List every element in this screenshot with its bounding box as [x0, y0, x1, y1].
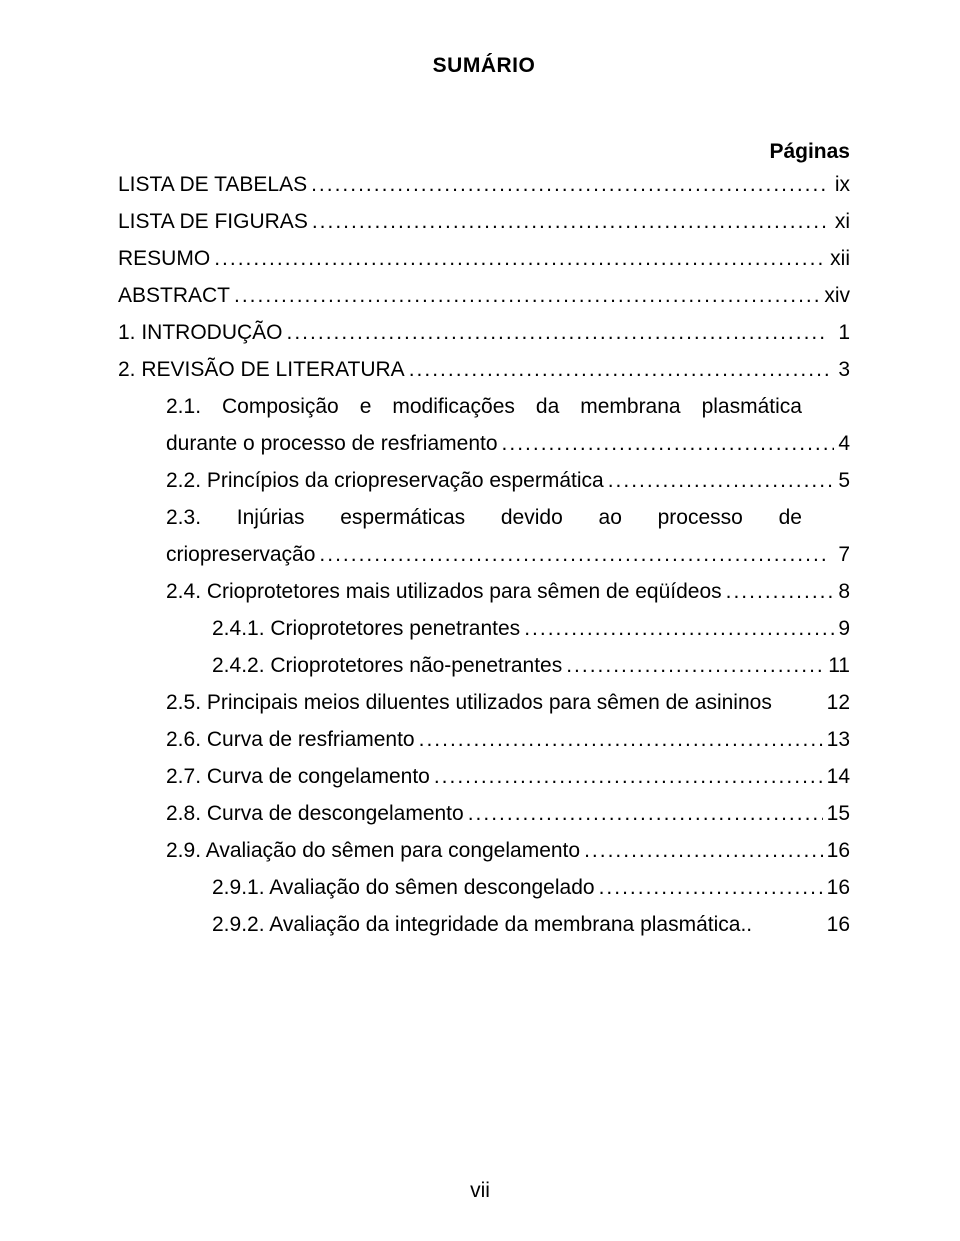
- toc-entry: ABSTRACT xiv: [118, 285, 850, 306]
- toc-label: 2.4.1. Crioprotetores penetrantes: [212, 618, 520, 639]
- toc-page-number: 3: [836, 359, 850, 380]
- toc-page-number: 5: [838, 470, 850, 491]
- toc-label: ABSTRACT: [118, 285, 230, 306]
- toc-entry: 2.4.1. Crioprotetores penetrantes 9: [118, 618, 850, 639]
- toc-entry: 2.9.2. Avaliação da integridade da membr…: [118, 914, 850, 935]
- toc-entry: 2.4. Crioprotetores mais utilizados para…: [118, 581, 850, 602]
- toc-page-number: 4: [838, 433, 850, 454]
- leader-dots: [599, 877, 823, 898]
- toc-entry: 2.9. Avaliação do sêmen para congelament…: [118, 840, 850, 861]
- toc-page-number: 9: [838, 618, 850, 639]
- toc-entry: 2.6. Curva de resfriamento 13: [118, 729, 850, 750]
- toc-entry-continuation: durante o processo de resfriamento 4: [118, 433, 850, 454]
- toc-page-number: 16: [802, 914, 850, 935]
- leader-dots: [584, 840, 823, 861]
- toc-entry: 2.9.1. Avaliação do sêmen descongelado 16: [118, 877, 850, 898]
- page-number-footer: vii: [0, 1179, 960, 1203]
- toc-entry: 2.5. Principais meios diluentes utilizad…: [118, 692, 850, 713]
- toc-entry: LISTA DE FIGURAS xi: [118, 211, 850, 232]
- leader-dots: [726, 581, 835, 602]
- leader-dots: [409, 359, 833, 380]
- toc-label: criopreservação: [166, 544, 315, 565]
- leader-dots: [214, 248, 826, 269]
- leader-dots: [234, 285, 820, 306]
- leader-dots: [419, 729, 823, 750]
- toc-page-number: 15: [827, 803, 850, 824]
- toc-entry: 2.7. Curva de congelamento 14: [118, 766, 850, 787]
- toc-page-number: 14: [827, 766, 850, 787]
- leader-dots: [608, 470, 835, 491]
- toc-page-number: xiv: [824, 285, 850, 306]
- toc-label: 2.7. Curva de congelamento: [166, 766, 430, 787]
- toc-label: LISTA DE FIGURAS: [118, 211, 308, 232]
- leader-dots: [312, 211, 830, 232]
- leader-dots: [319, 544, 829, 565]
- toc-label: durante o processo de resfriamento: [166, 433, 498, 454]
- toc-label: LISTA DE TABELAS: [118, 174, 307, 195]
- toc-page-number: xii: [830, 248, 850, 269]
- toc-page-number: 16: [827, 877, 850, 898]
- toc-label: 2.5. Principais meios diluentes utilizad…: [166, 692, 802, 713]
- toc-entry: 2. REVISÃO DE LITERATURA 3: [118, 359, 850, 380]
- toc-entry: LISTA DE TABELAS ix: [118, 174, 850, 195]
- leader-dots: [524, 618, 834, 639]
- toc-label: 2.4. Crioprotetores mais utilizados para…: [166, 581, 722, 602]
- toc-label: 2.1.Composiçãoemodificaçõesdamembranapla…: [166, 396, 802, 417]
- pages-column-header: Páginas: [769, 140, 850, 164]
- toc-label: 2. REVISÃO DE LITERATURA: [118, 359, 405, 380]
- toc-label: 2.3.Injúriasespermáticasdevidoaoprocesso…: [166, 507, 802, 528]
- toc-page-number: 7: [834, 544, 850, 565]
- toc-label: 2.9. Avaliação do sêmen para congelament…: [166, 840, 580, 861]
- leader-dots: [434, 766, 823, 787]
- toc-entry: 2.3.Injúriasespermáticasdevidoaoprocesso…: [118, 507, 850, 528]
- toc-label: 2.9.2. Avaliação da integridade da membr…: [212, 914, 740, 935]
- toc-label: 2.9.1. Avaliação do sêmen descongelado: [212, 877, 595, 898]
- toc-page-number: xi: [833, 211, 850, 232]
- toc-entry: 2.2. Princípios da criopreservação esper…: [118, 470, 850, 491]
- toc-header: Páginas: [118, 140, 850, 164]
- page-title: SUMÁRIO: [118, 54, 850, 78]
- toc-label: 2.8. Curva de descongelamento: [166, 803, 464, 824]
- toc-page-number: 1: [833, 322, 850, 343]
- toc-entry: 2.8. Curva de descongelamento 15: [118, 803, 850, 824]
- toc-page-number: 8: [838, 581, 850, 602]
- toc-label: 2.4.2. Crioprotetores não-penetrantes: [212, 655, 562, 676]
- toc-entry-continuation: criopreservação 7: [118, 544, 850, 565]
- toc-page-number: 12: [802, 692, 850, 713]
- leader-dots: [566, 655, 824, 676]
- toc-label: 2.6. Curva de resfriamento: [166, 729, 415, 750]
- toc-page-number: 13: [827, 729, 850, 750]
- leader-dots: ..: [740, 914, 802, 935]
- toc-entry: 1. INTRODUÇÃO 1: [118, 322, 850, 343]
- toc-entry: 2.4.2. Crioprotetores não-penetrantes 11: [118, 655, 850, 676]
- document-page: SUMÁRIO Páginas LISTA DE TABELASixLISTA …: [0, 0, 960, 1241]
- toc-page-number: ix: [833, 174, 850, 195]
- toc-entry: RESUMO xii: [118, 248, 850, 269]
- leader-dots: [468, 803, 823, 824]
- leader-dots: [502, 433, 835, 454]
- toc-label: 1. INTRODUÇÃO: [118, 322, 283, 343]
- leader-dots: [311, 174, 829, 195]
- toc-page-number: 16: [827, 840, 850, 861]
- toc-label: 2.2. Princípios da criopreservação esper…: [166, 470, 604, 491]
- table-of-contents: LISTA DE TABELAS ix LISTA DE FIGURAS xi RESU…: [118, 174, 850, 935]
- toc-page-number: 11: [828, 655, 850, 676]
- toc-label: RESUMO: [118, 248, 210, 269]
- leader-dots: [287, 322, 829, 343]
- toc-entry: 2.1.Composiçãoemodificaçõesdamembranapla…: [118, 396, 850, 417]
